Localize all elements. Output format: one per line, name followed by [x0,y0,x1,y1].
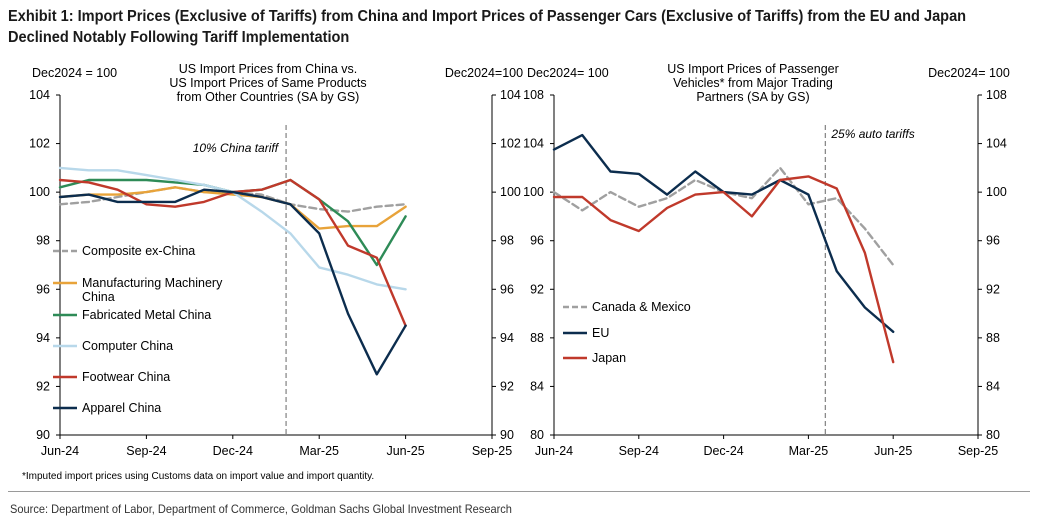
legend-label: Computer China [82,339,173,353]
y-tick-label-left: 94 [36,331,50,345]
left-axis-unit-label: Dec2024 = 100 [32,66,117,80]
x-tick-label: Jun-24 [41,444,79,458]
y-tick-label-left: 100 [29,185,50,199]
y-tick-label-right: 92 [500,379,514,393]
tariff-annotation-label: 10% China tariff [193,141,280,155]
x-tick-label: Sep-24 [619,444,659,458]
source-note: Source: Department of Labor, Department … [10,502,512,516]
chart-title-line: Vehicles* from Major Trading [673,76,833,90]
y-tick-label-left: 92 [36,379,50,393]
y-tick-label-left: 102 [29,137,50,151]
x-tick-label: Sep-25 [472,444,512,458]
x-tick-label: Dec-24 [213,444,253,458]
y-tick-label-left: 98 [36,234,50,248]
y-tick-label-right: 100 [986,185,1007,199]
y-tick-label-left: 80 [530,428,544,442]
legend-label: Japan [592,351,626,365]
y-tick-label-left: 96 [36,282,50,296]
y-tick-label-right: 96 [986,234,1000,248]
y-tick-label-right: 84 [986,379,1000,393]
right-axis-unit-label: Dec2024=100 [445,66,523,80]
y-tick-label-right: 104 [986,137,1007,151]
left-axis-unit-label: Dec2024= 100 [527,66,609,80]
tariff-annotation-label: 25% auto tariffs [830,127,914,141]
legend-label: China [82,290,115,304]
y-tick-label-right: 100 [500,185,521,199]
exhibit-title: Exhibit 1: Import Prices (Exclusive of T… [8,8,967,46]
chart-title-line: US Import Prices of Passenger [667,62,839,76]
y-tick-label-left: 84 [530,379,544,393]
y-tick-label-right: 88 [986,331,1000,345]
chart-title-line: Partners (SA by GS) [696,90,809,104]
x-tick-label: Sep-24 [126,444,166,458]
x-tick-label: Jun-25 [386,444,424,458]
legend-label: Composite ex-China [82,244,195,258]
legend-label: Manufacturing Machinery [82,276,223,290]
y-tick-label-left: 100 [523,185,544,199]
x-tick-label: Dec-24 [703,444,743,458]
chart-title-line: US Import Prices of Same Products [169,76,366,90]
legend-label: Fabricated Metal China [82,308,211,322]
y-tick-label-left: 92 [530,282,544,296]
x-tick-label: Jun-24 [535,444,573,458]
legend-label: EU [592,326,609,340]
y-tick-label-right: 94 [500,331,514,345]
series-line [58,186,407,230]
x-tick-label: Jun-25 [874,444,912,458]
x-tick-label: Mar-25 [789,444,829,458]
legend-label: Apparel China [82,401,161,415]
y-tick-label-left: 104 [523,137,544,151]
x-tick-label: Mar-25 [299,444,339,458]
series-line [552,175,895,364]
y-tick-label-right: 102 [500,137,521,151]
y-tick-label-right: 92 [986,282,1000,296]
chart-china-import-prices: US Import Prices from China vs.US Import… [29,62,523,458]
y-tick-label-right: 104 [500,88,521,102]
y-tick-label-right: 80 [986,428,1000,442]
legend-label: Footwear China [82,370,170,384]
footnote: *Imputed import prices using Customs dat… [22,471,375,482]
legend-label: Canada & Mexico [592,300,691,314]
series-line [58,188,407,376]
y-tick-label-right: 90 [500,428,514,442]
series-line [58,186,407,213]
divider [8,491,1030,492]
y-tick-label-right: 96 [500,282,514,296]
y-tick-label-left: 104 [29,88,50,102]
chart-title-line: US Import Prices from China vs. [179,62,358,76]
y-tick-label-right: 108 [986,88,1007,102]
y-tick-label-left: 96 [530,234,544,248]
y-tick-label-left: 88 [530,331,544,345]
chart-title-line: from Other Countries (SA by GS) [177,90,360,104]
x-tick-label: Sep-25 [958,444,998,458]
y-tick-label-right: 98 [500,234,514,248]
right-axis-unit-label: Dec2024= 100 [928,66,1010,80]
y-tick-label-left: 90 [36,428,50,442]
y-tick-label-left: 108 [523,88,544,102]
